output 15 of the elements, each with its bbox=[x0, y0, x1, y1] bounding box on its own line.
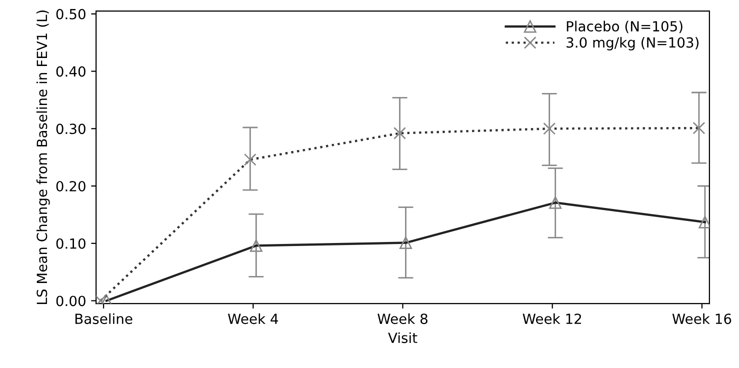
x-axis-title: Visit bbox=[388, 332, 418, 344]
legend-label: 3.0 mg/kg (N=103) bbox=[566, 36, 699, 50]
y-tick-label: 0.00 bbox=[56, 296, 86, 306]
x-tick-label: Week 12 bbox=[522, 313, 582, 324]
y-tick-label: 0.10 bbox=[56, 238, 86, 249]
y-tick-label: 0.20 bbox=[56, 180, 86, 192]
x-tick-label: Week 4 bbox=[228, 313, 278, 324]
x-tick-label: Week 16 bbox=[672, 313, 732, 324]
x-tick-label: Week 8 bbox=[378, 313, 428, 324]
legend-label: Placebo (N=105) bbox=[566, 20, 682, 34]
y-tick-label: 0.50 bbox=[56, 8, 86, 20]
y-axis-title: LS Mean Change from Baseline in FEV1 (L) bbox=[36, 10, 50, 304]
y-tick-label: 0.40 bbox=[56, 66, 86, 77]
x-tick-label: Baseline bbox=[75, 313, 132, 324]
y-tick-label: 0.30 bbox=[56, 124, 86, 134]
